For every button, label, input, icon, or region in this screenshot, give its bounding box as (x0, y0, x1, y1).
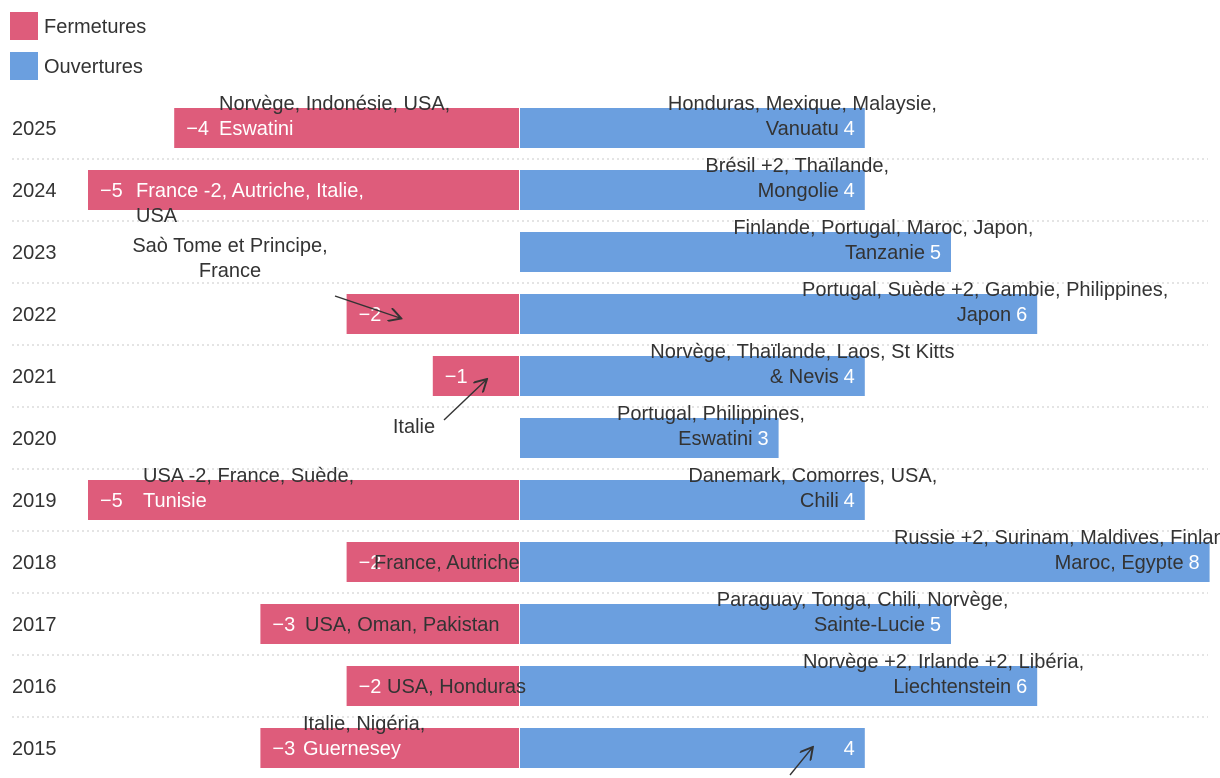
year-label: 2025 (12, 118, 57, 140)
opening-note: Finlande, Portugal, Maroc, Japon, (733, 217, 1033, 239)
opening-bar-2023 (520, 232, 951, 272)
opening-value-label: 4 (844, 738, 855, 760)
gridlines (12, 158, 1208, 718)
opening-value-label: 4 (844, 180, 855, 202)
opening-note: Eswatini (678, 428, 752, 450)
closure-bar-2019 (88, 480, 519, 520)
opening-note: Tanzanie (845, 242, 925, 264)
opening-value-label: 5 (930, 242, 941, 264)
closure-value-label: −2 (359, 676, 382, 698)
legend-swatch-openings (10, 52, 38, 80)
closure-note: Italie, Nigéria, (303, 713, 425, 735)
closure-value-label: −3 (272, 738, 295, 760)
closure-bar-2015 (260, 728, 519, 768)
opening-value-label: 6 (1016, 676, 1027, 698)
closure-note: USA, Honduras (387, 676, 526, 698)
year-label: 2017 (12, 614, 57, 636)
closure-note: Tunisie (143, 490, 207, 512)
legend-swatch-closures (10, 12, 38, 40)
legend-label-closures: Fermetures (44, 16, 146, 38)
chart-rows: 2025 −4 4 Honduras, Mexique, Malaysie, Vanua… (12, 93, 1220, 768)
year-label: 2023 (12, 242, 57, 264)
opening-value-label: 5 (930, 614, 941, 636)
year-label: 2024 (12, 180, 57, 202)
closure-note: France, Autriche (374, 552, 520, 574)
closure-note: USA, Oman, Pakistan (305, 614, 500, 636)
opening-bar-2017 (520, 604, 951, 644)
opening-value-label: 4 (844, 366, 855, 388)
closure-bar-2025 (174, 108, 519, 148)
arrow-france-2022 (334, 295, 400, 318)
closure-note: France -2, Autriche, Italie, (136, 180, 364, 202)
closure-bar-2018 (346, 542, 519, 582)
opening-bar-2018 (520, 542, 1210, 582)
year-label: 2019 (12, 490, 57, 512)
opening-note: Norvège +2, Irlande +2, Libéria, (803, 651, 1084, 673)
opening-note: Mongolie (758, 180, 839, 202)
closure-value-label: −4 (186, 118, 209, 140)
opening-note: Liechtenstein (893, 676, 1011, 698)
closure-note: Guernesey (303, 738, 401, 760)
closure-value-label: −1 (445, 366, 468, 388)
opening-bar-2016 (520, 666, 1038, 706)
closure-value-label: −5 (100, 180, 123, 202)
opening-value-label: 4 (844, 490, 855, 512)
opening-value-label: 3 (757, 428, 768, 450)
year-label: 2016 (12, 676, 57, 698)
opening-note: Russie +2, Surinam, Maldives, Finlande, … (894, 527, 1220, 549)
opening-bar-2021 (520, 356, 865, 396)
opening-bar-2024 (520, 170, 865, 210)
year-label: 2020 (12, 428, 57, 450)
opening-note: & Nevis (770, 366, 839, 388)
year-label: 2021 (12, 366, 57, 388)
opening-note: Japon (957, 304, 1012, 326)
opening-bar-2015 (520, 728, 865, 768)
opening-note: Honduras, Mexique, Malaysie, (668, 93, 937, 115)
legend-label-openings: Ouvertures (44, 56, 143, 78)
closure-bar-2022 (346, 294, 519, 334)
opening-note: Brésil +2, Thaïlande, (705, 155, 889, 177)
arrow-italie-2021 (443, 380, 486, 421)
arrow-2015-openings (789, 748, 812, 776)
legend: Fermetures Ouvertures (10, 12, 146, 80)
closure-bar-2017 (260, 604, 519, 644)
opening-note: Portugal, Suède +2, Gambie, Philippines, (802, 279, 1168, 301)
closure-value-label: −5 (100, 490, 123, 512)
closure-bar-2016 (346, 666, 519, 706)
opening-bar-2020 (520, 418, 779, 458)
closure-note: Saò Tome et Principe, (132, 235, 327, 257)
opening-note: Vanuatu (766, 118, 839, 140)
opening-bar-2019 (520, 480, 865, 520)
closure-note: Eswatini (219, 118, 293, 140)
annotation-arrows (334, 295, 812, 776)
closure-value-label: −2 (359, 552, 382, 574)
year-label: 2022 (12, 304, 57, 326)
opening-note: Sainte-Lucie (814, 614, 925, 636)
opening-note: Danemark, Comorres, USA, (688, 465, 937, 487)
opening-note: Paraguay, Tonga, Chili, Norvège, (717, 589, 1009, 611)
year-label: 2018 (12, 552, 57, 574)
closure-value-label: −3 (272, 614, 295, 636)
opening-value-label: 6 (1016, 304, 1027, 326)
opening-note: Chili (800, 490, 839, 512)
closure-note: USA -2, France, Suède, (143, 465, 354, 487)
opening-note: Norvège, Thaïlande, Laos, St Kitts (650, 341, 954, 363)
closure-note: Norvège, Indonésie, USA, (219, 93, 450, 115)
year-label: 2015 (12, 738, 57, 760)
opening-bar-2025 (520, 108, 865, 148)
opening-value-label: 8 (1188, 552, 1199, 574)
closure-note: USA (136, 205, 178, 227)
opening-value-label: 4 (844, 118, 855, 140)
opening-note: Maroc, Egypte (1055, 552, 1184, 574)
opening-note: Portugal, Philippines, (617, 403, 805, 425)
closure-note: Italie (393, 416, 435, 438)
closure-bar-2024 (88, 170, 519, 210)
opening-bar-2022 (520, 294, 1038, 334)
closure-note: France (199, 260, 261, 282)
